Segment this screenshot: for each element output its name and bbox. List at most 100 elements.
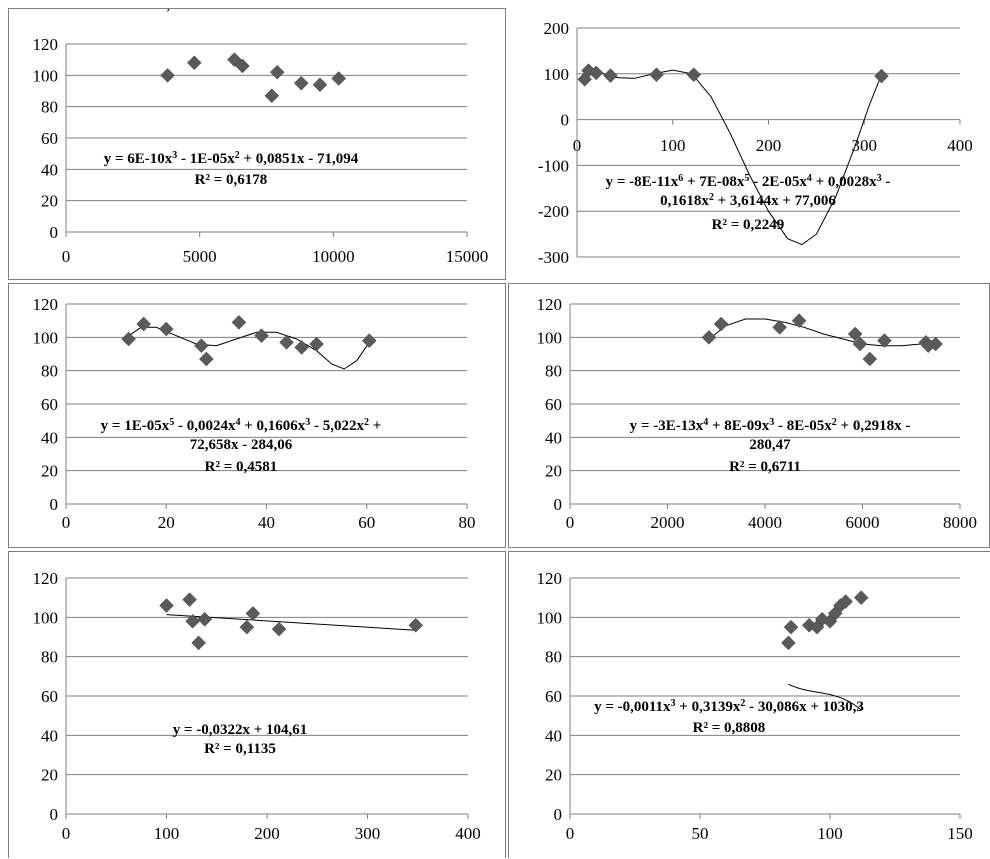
chart-2-data-point [603,68,618,83]
chart-4-xtick-label: 0 [566,513,575,532]
chart-2-trendline [584,69,882,246]
chart-1-xtick-label: 5000 [183,247,217,266]
chart-4-data-point [772,319,787,335]
chart-1-ytick-label: 80 [41,98,58,117]
chart-4-xtick-label: 8000 [943,513,977,532]
chart-3-data-point [121,331,137,347]
chart-3-r-squared: R² = 0,4581 [205,459,278,475]
chart-1-trend-equation: y = 6E-10x3 - 1E-05x2 + 0,0851x - 71,094 [104,150,359,168]
chart-4-data-point [852,336,868,352]
chart-4-data-point [701,329,717,345]
chart-3-ytick-label: 60 [41,395,58,414]
chart-3-ytick-label: 40 [41,428,58,447]
chart-6-xtick-label: 0 [566,824,575,843]
chart-3-data-point [294,339,309,355]
chart-panel-5: 0 20 40 60 80 100 120 0 100 200 300 400 y = -0,0322x… [8,551,506,858]
chart-4-data-point [862,351,878,367]
chart-3-data-point [309,336,324,352]
chart-2-r-squared: R² = 0,2249 [712,217,785,233]
chart-6-data-point [781,635,796,651]
chart-3-data-point [279,334,294,350]
chart-6-xtick-label: 150 [947,824,973,843]
chart-3-xtick-label: 60 [358,513,375,532]
chart-4-ytick-label: 40 [545,428,562,447]
chart-1-ytick-label: 20 [41,192,58,211]
chart-5-data-point [408,617,424,633]
chart-4-data-point [928,336,943,352]
chart-4-trend-equation: 280,47 [749,437,791,453]
chart-6-ytick-label: 60 [545,687,562,706]
chart-2-data-point [588,65,604,81]
chart-1-ytick-label: 120 [33,35,59,54]
chart-2-data-point [649,67,664,83]
chart-2-data-point [686,67,702,83]
chart-6-trend-equation: y = -0,0011x3 + 0,3139x2 - 30,086x + 103… [594,698,864,716]
chart-5-ytick-label: 80 [41,648,58,667]
chart-panel-6: 0 20 40 60 80 100 120 0 50 100 150 y = -0,0011x3 + … [508,551,990,858]
chart-1-xtick-label: 0 [62,247,71,266]
chart-6-data-point [783,619,799,635]
chart-2-trend-equation: y = -8E-11x6 + 7E-08x5 - 2E-05x4 + 0,002… [606,173,891,191]
chart-6-data-point [853,590,869,606]
chart-2-data-point [874,68,889,84]
chart-5-data-point [271,621,287,637]
chart-3-data-point [193,338,209,354]
chart-5-xtick-label: 0 [62,824,71,843]
chart-5-xtick-label: 400 [455,824,481,843]
chart-panel-3: 0 20 40 60 80 100 120 0 20 40 60 80 y = 1E-05x5 - 0,… [8,283,506,548]
chart-6-data-point [838,594,853,609]
chart-5-data-point [185,613,200,629]
chart-4-ytick-label: 0 [554,495,563,514]
chart-1-r-squared: R² = 0,6178 [195,172,268,188]
chart-1-data-point [264,88,280,104]
chart-2-trend-equation: 0,1618x2 + 3,6144x + 77,006 [660,192,836,210]
chart-1-data-point [269,64,285,80]
chart-6-ytick-label: 0 [554,805,563,824]
chart-5-xtick-label: 100 [154,824,180,843]
chart-5-data-point [197,611,213,627]
chart-3-ytick-label: 80 [41,362,58,381]
chart-6-ytick-label: 100 [537,608,563,627]
chart-4-xtick-label: 6000 [846,513,880,532]
chart-1-ytick-label: 100 [33,66,59,85]
chart-4-xtick-label: 2000 [651,513,685,532]
chart-4-ytick-label: 120 [537,295,563,314]
chart-3-data-point [198,351,214,367]
chart-4-xtick-label: 4000 [748,513,782,532]
chart-2-xtick-label: 0 [573,136,582,155]
chart-4-ytick-label: 100 [537,328,563,347]
chart-5-svg: 0 20 40 60 80 100 120 0 100 200 300 400 y = -0,0322x… [33,569,481,843]
chart-1-xtick-label: 10000 [312,247,355,266]
chart-3-xtick-label: 40 [258,513,275,532]
chart-5-data-point [159,598,174,613]
chart-6-ytick-label: 80 [545,648,562,667]
chart-1-ytick-label: 40 [41,160,58,179]
chart-5-data-point [239,619,255,635]
chart-4-data-point [877,333,892,349]
chart-1-ytick-label: 0 [50,223,59,242]
chart-3-data-point [136,316,152,332]
chart-6-ytick-label: 40 [545,726,562,745]
chart-5-trend-equation: y = -0,0322x + 104,61 [173,722,308,738]
chart-panel-2: -300 -200 -100 0 100 200 0 100 200 300 400 y = -8E-… [508,4,990,282]
chart-2-ytick-label: -300 [538,248,569,267]
chart-4-ytick-label: 20 [545,462,562,481]
chart-2-xtick-label: 400 [947,136,973,155]
chart-2-xtick-label: 100 [660,136,686,155]
chart-2-xtick-label: 300 [852,136,878,155]
chart-6-xtick-label: 50 [692,824,709,843]
chart-5-ytick-label: 40 [41,726,58,745]
chart-3-trend-equation: 72,658x - 284,06 [190,437,293,453]
chart-5-ytick-label: 100 [33,608,59,627]
chart-3-xtick-label: 20 [158,513,175,532]
chart-6-trendline [788,683,862,711]
chart-4-svg: 0 20 40 60 80 100 120 0 2000 4000 6000 8000 y = -3E-… [537,295,978,532]
chart-1-trendline [167,9,170,12]
chart-3-ytick-label: 100 [33,328,59,347]
chart-5-xtick-label: 200 [254,824,280,843]
chart-2-ytick-label: -100 [538,156,569,175]
chart-1-xtick-label: 15000 [446,247,489,266]
chart-2-xtick-label: 200 [756,136,782,155]
chart-4-ytick-label: 80 [545,362,562,381]
